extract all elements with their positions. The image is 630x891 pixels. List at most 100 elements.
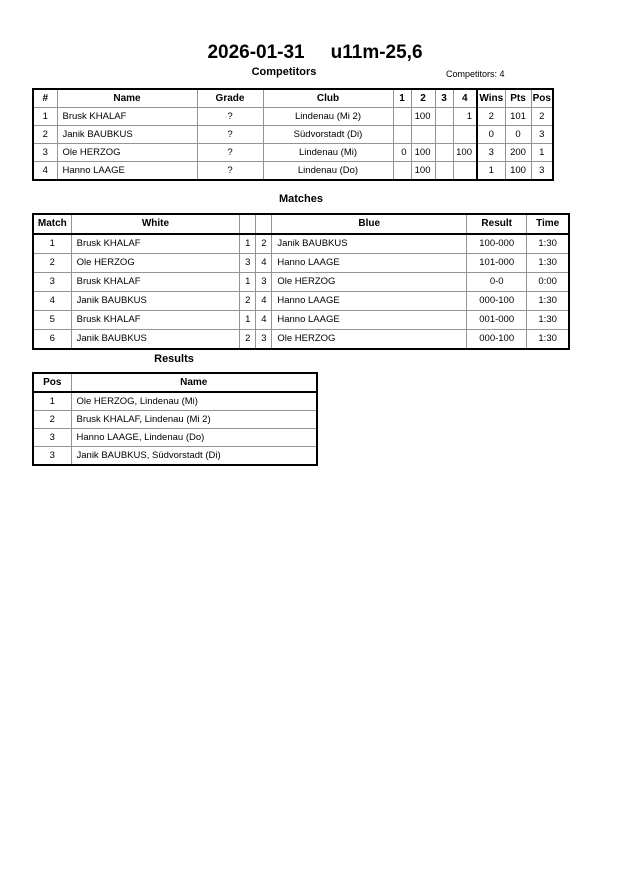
- result-position: 2: [32, 410, 72, 429]
- competitor-vs-3: [434, 107, 454, 126]
- match-time: 1:30: [526, 291, 570, 311]
- match-white-name: Janik BAUBKUS: [70, 329, 241, 350]
- competitors-header-row: # Name Grade Club 1 2 3 4 Wins Pts Pos: [32, 88, 554, 108]
- table-row: 2 Brusk KHALAF, Lindenau (Mi 2): [32, 410, 318, 429]
- competitor-vs-2: 100: [410, 143, 436, 162]
- col-result: Result: [466, 213, 528, 235]
- competitor-name: Janik BAUBKUS: [56, 125, 198, 144]
- match-number: 5: [32, 310, 72, 330]
- table-row: 2 Ole HERZOG 3 4 Hanno LAAGE 101-000 1:3…: [32, 253, 570, 273]
- col-pts: Pts: [504, 88, 532, 108]
- competitor-club: Lindenau (Mi): [262, 143, 394, 162]
- title-category: u11m-25,6: [330, 42, 423, 63]
- competitor-vs-4: 100: [452, 143, 478, 162]
- title-date: 2026-01-31: [207, 42, 305, 63]
- competitors-count-note: Competitors: 4: [446, 69, 505, 79]
- col-blue: Blue: [271, 213, 468, 235]
- competitor-vs-1: [392, 161, 412, 181]
- match-blue-seed: 2: [255, 233, 273, 254]
- competitors-table: # Name Grade Club 1 2 3 4 Wins Pts Pos 1…: [32, 88, 554, 181]
- col-blue-seed: [255, 213, 273, 235]
- col-match-1: 1: [392, 88, 412, 108]
- match-blue-name: Hanno LAAGE: [271, 291, 468, 311]
- result-name: Hanno LAAGE, Lindenau (Do): [70, 428, 318, 447]
- competitor-pos: 3: [530, 125, 554, 144]
- col-number: #: [32, 88, 58, 108]
- match-white-seed: 2: [239, 291, 257, 311]
- competitor-vs-2: 100: [410, 161, 436, 181]
- competitor-club: Lindenau (Mi 2): [262, 107, 394, 126]
- table-row: 4 Janik BAUBKUS 2 4 Hanno LAAGE 000-100 …: [32, 291, 570, 311]
- result-position: 1: [32, 391, 72, 411]
- match-number: 4: [32, 291, 72, 311]
- matches-section-heading: Matches: [278, 193, 324, 205]
- table-row: 3 Ole HERZOG ? Lindenau (Mi) 0 100 100 3…: [32, 143, 554, 162]
- competitor-club: Lindenau (Do): [262, 161, 394, 181]
- competitor-vs-1: 0: [392, 143, 412, 162]
- match-number: 6: [32, 329, 72, 350]
- match-blue-seed: 4: [255, 310, 273, 330]
- competitor-pos: 2: [530, 107, 554, 126]
- result-name: Brusk KHALAF, Lindenau (Mi 2): [70, 410, 318, 429]
- match-blue-name: Ole HERZOG: [271, 329, 468, 350]
- col-white-seed: [239, 213, 257, 235]
- competitor-wins: 0: [476, 125, 506, 144]
- col-time: Time: [526, 213, 570, 235]
- match-result: 001-000: [466, 310, 528, 330]
- competitor-vs-3: [434, 143, 454, 162]
- col-name: Name: [56, 88, 198, 108]
- match-number: 1: [32, 233, 72, 254]
- match-number: 2: [32, 253, 72, 273]
- competitor-number: 1: [32, 107, 58, 126]
- competitor-pts: 101: [504, 107, 532, 126]
- match-white-name: Brusk KHALAF: [70, 310, 241, 330]
- competitor-grade: ?: [196, 107, 264, 126]
- table-row: 1 Brusk KHALAF 1 2 Janik BAUBKUS 100-000…: [32, 233, 570, 254]
- match-white-seed: 1: [239, 310, 257, 330]
- competitor-vs-4: 1: [452, 107, 478, 126]
- col-grade: Grade: [196, 88, 264, 108]
- match-blue-name: Hanno LAAGE: [271, 253, 468, 273]
- match-blue-seed: 3: [255, 272, 273, 292]
- competitor-grade: ?: [196, 125, 264, 144]
- competitor-name: Ole HERZOG: [56, 143, 198, 162]
- competitor-vs-2: [410, 125, 436, 144]
- competitor-club: Südvorstadt (Di): [262, 125, 394, 144]
- col-match-2: 2: [410, 88, 436, 108]
- match-white-seed: 3: [239, 253, 257, 273]
- table-row: 3 Brusk KHALAF 1 3 Ole HERZOG 0-0 0:00: [32, 272, 570, 292]
- match-time: 1:30: [526, 329, 570, 350]
- result-name: Janik BAUBKUS, Südvorstadt (Di): [70, 446, 318, 466]
- match-blue-seed: 4: [255, 253, 273, 273]
- competitors-section-heading: Competitors: [251, 66, 317, 78]
- match-blue-name: Hanno LAAGE: [271, 310, 468, 330]
- match-result: 000-100: [466, 291, 528, 311]
- match-number: 3: [32, 272, 72, 292]
- competitor-wins: 2: [476, 107, 506, 126]
- matches-table: Match White Blue Result Time 1 Brusk KHA…: [32, 213, 570, 350]
- table-row: 6 Janik BAUBKUS 2 3 Ole HERZOG 000-100 1…: [32, 329, 570, 350]
- competitor-grade: ?: [196, 143, 264, 162]
- result-name: Ole HERZOG, Lindenau (Mi): [70, 391, 318, 411]
- competitor-number: 2: [32, 125, 58, 144]
- competitor-name: Hanno LAAGE: [56, 161, 198, 181]
- competitor-vs-3: [434, 125, 454, 144]
- col-club: Club: [262, 88, 394, 108]
- match-white-name: Janik BAUBKUS: [70, 291, 241, 311]
- match-blue-name: Janik BAUBKUS: [271, 233, 468, 254]
- page-title: 2026-01-31 u11m-25,6: [0, 42, 630, 64]
- table-row: 1 Brusk KHALAF ? Lindenau (Mi 2) 100 1 2…: [32, 107, 554, 126]
- matches-header-row: Match White Blue Result Time: [32, 213, 570, 235]
- match-result: 0-0: [466, 272, 528, 292]
- competitor-number: 3: [32, 143, 58, 162]
- competitor-vs-2: 100: [410, 107, 436, 126]
- match-result: 100-000: [466, 233, 528, 254]
- col-match-4: 4: [452, 88, 478, 108]
- col-match: Match: [32, 213, 72, 235]
- col-pos: Pos: [530, 88, 554, 108]
- col-name: Name: [70, 372, 318, 393]
- match-time: 0:00: [526, 272, 570, 292]
- competitor-vs-4: [452, 125, 478, 144]
- match-result: 101-000: [466, 253, 528, 273]
- table-row: 2 Janik BAUBKUS ? Südvorstadt (Di) 0 0 3: [32, 125, 554, 144]
